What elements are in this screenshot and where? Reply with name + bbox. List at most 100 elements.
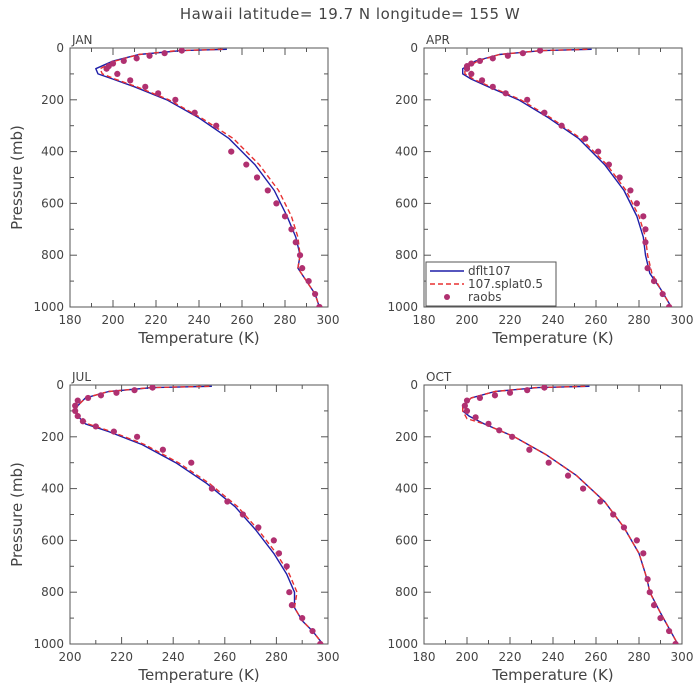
raobs-point xyxy=(161,50,168,57)
y-tick-label: 0 xyxy=(56,41,64,55)
raobs-point xyxy=(228,148,235,155)
raobs-point xyxy=(537,48,544,54)
raobs-point xyxy=(149,385,156,391)
raobs-point xyxy=(642,226,649,233)
x-tick-label: 200 xyxy=(59,650,82,664)
raobs-point xyxy=(476,394,483,402)
raobs-point xyxy=(224,498,231,505)
y-tick-label: 200 xyxy=(395,430,418,444)
x-tick-label: 220 xyxy=(145,313,168,327)
raobs-point xyxy=(640,213,647,220)
raobs-point xyxy=(504,52,511,59)
legend-swatch-raobs xyxy=(444,294,450,300)
raobs-point xyxy=(580,485,587,492)
panels: 180 200 220 240 260 280 300 0 200 400 600 800 1000 JA… xyxy=(8,33,693,684)
raobs-point xyxy=(120,57,127,65)
plot-frame xyxy=(69,47,329,308)
panel-jul: 200 220 240 260 280 300 0 200 400 600 800 1000 JUL Te… xyxy=(8,370,339,684)
raobs-point xyxy=(472,414,479,421)
raobs-point xyxy=(72,402,79,409)
x-tick-label: 300 xyxy=(317,313,340,327)
splat-line xyxy=(74,385,324,644)
raobs-point xyxy=(281,213,289,220)
y-tick-label: 0 xyxy=(410,41,418,55)
y-tick-label: 200 xyxy=(395,93,418,107)
x-tick-label: 200 xyxy=(102,313,125,327)
raobs-point xyxy=(255,524,262,531)
raobs-point xyxy=(79,418,86,425)
raobs-point xyxy=(646,589,653,596)
y-tick-label: 400 xyxy=(41,482,64,496)
raobs-point xyxy=(286,589,293,596)
raobs-point xyxy=(633,200,640,207)
raobs-point xyxy=(509,433,516,440)
raobs-point xyxy=(564,472,572,479)
raobs-point xyxy=(489,83,496,90)
x-axis-label: Temperature (K) xyxy=(137,329,259,347)
raobs-point xyxy=(633,537,640,544)
plot-frame xyxy=(423,384,683,645)
plot-area xyxy=(461,385,679,644)
x-tick-label: 200 xyxy=(456,650,479,664)
raobs-point xyxy=(264,187,271,194)
raobs-point xyxy=(84,394,92,402)
raobs-point xyxy=(213,122,220,129)
x-axis-label: Temperature (K) xyxy=(491,666,613,684)
raobs-point xyxy=(620,524,628,531)
raobs-point xyxy=(305,278,312,285)
raobs-point xyxy=(595,148,602,155)
raobs-point xyxy=(253,174,261,181)
raobs-point xyxy=(114,70,121,77)
raobs-point xyxy=(640,550,647,557)
raobs-point xyxy=(273,200,280,207)
raobs-point xyxy=(582,135,589,142)
panel-label: JUL xyxy=(71,370,91,384)
y-tick-label: 600 xyxy=(41,196,64,210)
x-tick-label: 220 xyxy=(499,313,522,327)
x-tick-label: 300 xyxy=(671,313,694,327)
y-tick-label: 0 xyxy=(56,378,64,392)
y-tick-label: 400 xyxy=(395,482,418,496)
panel-apr: 180 200 220 240 260 280 300 0 200 400 600 800 1000 AP… xyxy=(387,33,693,347)
raobs-point xyxy=(463,407,471,414)
raobs-point xyxy=(127,77,134,84)
raobs-point xyxy=(72,407,79,414)
raobs-point xyxy=(74,397,81,404)
panel-oct: 180 200 220 240 260 280 300 0 200 400 600 800 1000 OC… xyxy=(387,370,693,684)
x-tick-label: 260 xyxy=(585,650,608,664)
raobs-point xyxy=(312,290,319,298)
x-axis-label: Temperature (K) xyxy=(491,329,613,347)
dflt-line xyxy=(74,385,324,644)
x-tick-label: 220 xyxy=(499,650,522,664)
raobs-point xyxy=(650,602,658,609)
splat-line xyxy=(99,48,321,307)
raobs-point xyxy=(188,459,195,466)
x-tick-label: 280 xyxy=(628,650,651,664)
raobs-point xyxy=(92,423,99,430)
dflt-line xyxy=(95,48,321,307)
raobs-point xyxy=(485,420,492,427)
legend-entry: dflt107 xyxy=(468,264,511,278)
panel-label: OCT xyxy=(426,370,452,384)
y-tick-label: 200 xyxy=(41,430,64,444)
raobs-point xyxy=(283,563,290,570)
raobs-point xyxy=(110,428,117,435)
raobs-point xyxy=(524,387,531,394)
y-tick-label: 600 xyxy=(395,533,418,547)
x-tick-label: 280 xyxy=(265,650,288,664)
figure-title: Hawaii latitude= 19.7 N longitude= 155 W xyxy=(180,5,520,23)
x-tick-label: 300 xyxy=(317,650,340,664)
raobs-point xyxy=(491,392,499,399)
raobs-point xyxy=(97,392,105,399)
raobs-point xyxy=(610,511,617,518)
raobs-point xyxy=(178,48,185,54)
raobs-point xyxy=(191,109,198,116)
x-tick-label: 220 xyxy=(110,650,133,664)
panel-label: JAN xyxy=(71,33,93,47)
splat-line xyxy=(462,385,679,644)
plot-area xyxy=(95,48,323,307)
x-tick-label: 260 xyxy=(231,313,254,327)
raobs-point xyxy=(659,290,666,298)
legend-entry: 107.splat0.5 xyxy=(468,277,543,291)
